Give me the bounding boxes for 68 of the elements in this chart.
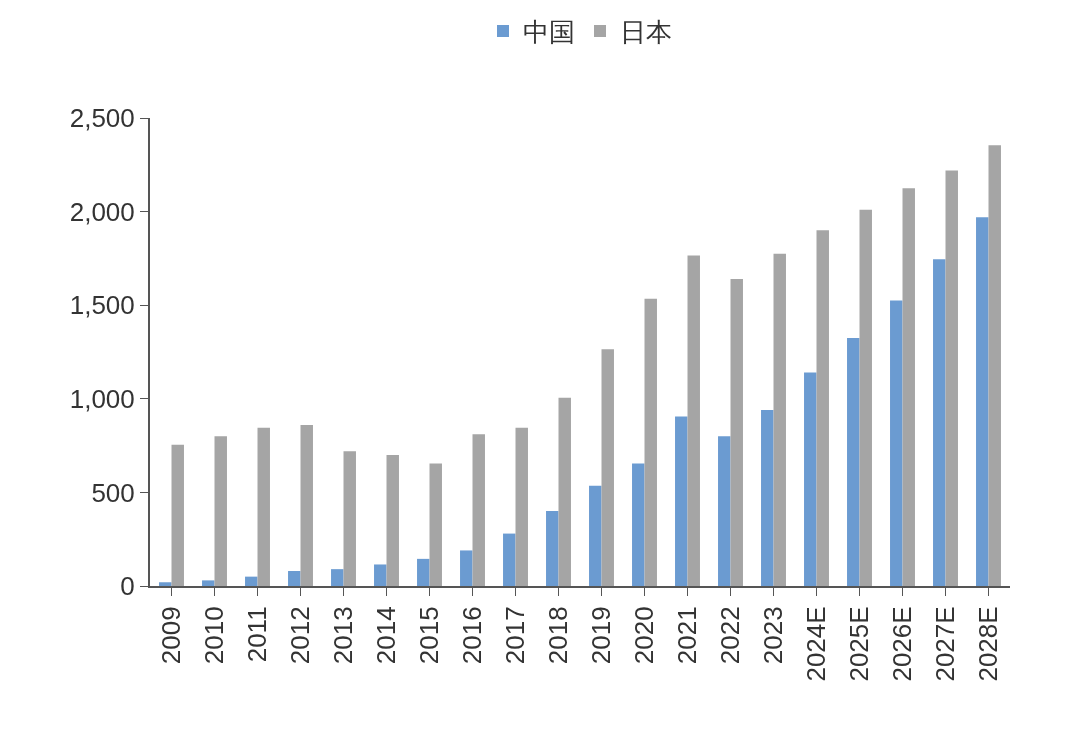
- bar: [773, 253, 786, 586]
- x-tick-label: 2027E: [929, 606, 960, 682]
- bar: [503, 533, 516, 586]
- bar: [687, 255, 700, 586]
- bar: [546, 511, 559, 586]
- y-tick-label: 500: [91, 477, 135, 508]
- bar: [902, 188, 915, 586]
- bar: [816, 230, 829, 586]
- bar: [417, 558, 430, 586]
- x-tick-label: 2022: [714, 606, 745, 665]
- bar: [945, 170, 958, 586]
- bar: [460, 550, 473, 586]
- x-tick-label: 2025E: [843, 606, 874, 682]
- bar: [589, 485, 602, 586]
- bar: [632, 463, 645, 586]
- bar: [558, 397, 571, 586]
- y-tick-label: 2,500: [69, 103, 135, 134]
- legend-label: 日本: [620, 17, 672, 48]
- bar: [847, 337, 860, 586]
- bar: [257, 427, 270, 586]
- bar: [859, 209, 872, 586]
- bar: [214, 436, 227, 586]
- bar: [718, 436, 731, 586]
- bar: [976, 217, 989, 586]
- bar: [675, 416, 688, 586]
- y-tick-label: 1,000: [69, 383, 135, 414]
- bar: [890, 300, 903, 586]
- bar: [245, 576, 258, 586]
- x-tick-label: 2009: [155, 606, 186, 665]
- y-tick-label: 1,500: [69, 290, 135, 321]
- x-tick-label: 2015: [413, 606, 444, 665]
- bar: [343, 451, 356, 586]
- y-tick-label: 0: [120, 571, 135, 602]
- x-tick-label: 2016: [456, 606, 487, 665]
- x-tick-label: 2021: [671, 606, 702, 665]
- x-tick-label: 2019: [585, 606, 616, 665]
- legend-label: 中国: [523, 17, 575, 48]
- bar: [933, 259, 946, 586]
- x-tick-label: 2026E: [886, 606, 917, 682]
- bar: [730, 278, 743, 586]
- bar: [988, 145, 1001, 586]
- bar: [300, 425, 313, 586]
- bar: [601, 349, 614, 586]
- y-tick-label: 2,000: [69, 196, 135, 227]
- x-tick-label: 2028E: [972, 606, 1003, 682]
- x-tick-label: 2017: [499, 606, 530, 665]
- x-tick-label: 2013: [327, 606, 358, 665]
- x-tick-label: 2012: [284, 606, 315, 665]
- bar: [171, 444, 184, 586]
- bar: [429, 463, 442, 586]
- x-tick-label: 2014: [370, 606, 401, 665]
- bar: [288, 571, 301, 586]
- x-tick-label: 2018: [542, 606, 573, 665]
- x-tick-label: 2024E: [800, 606, 831, 682]
- bar: [386, 454, 399, 586]
- bar: [374, 564, 387, 586]
- x-tick-label: 2011: [241, 606, 272, 663]
- bar: [331, 569, 344, 586]
- x-tick-label: 2010: [198, 606, 229, 665]
- bar: [644, 298, 657, 586]
- bar: [804, 372, 817, 586]
- x-tick-label: 2020: [628, 606, 659, 665]
- bar: [515, 427, 528, 586]
- bar: [159, 582, 172, 586]
- bar: [761, 410, 774, 586]
- x-tick-label: 2023: [757, 606, 788, 665]
- bar: [202, 580, 215, 586]
- bar: [472, 434, 485, 586]
